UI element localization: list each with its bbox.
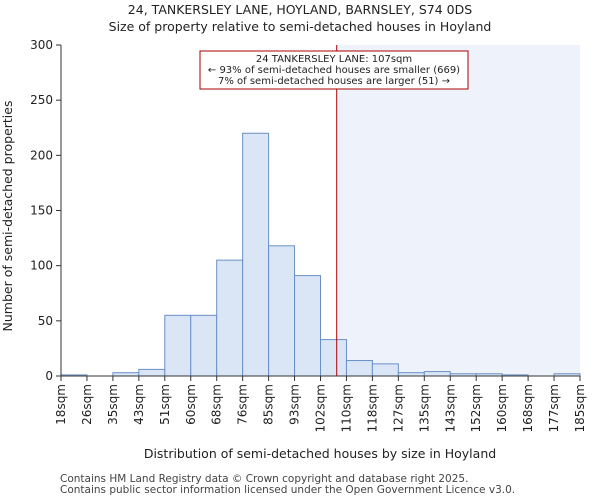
y-tick-label: 200 — [30, 148, 53, 162]
x-tick-label: 118sqm — [365, 384, 379, 432]
annotation-box: 24 TANKERSLEY LANE: 107sqm ← 93% of semi… — [199, 50, 469, 90]
y-tick-label: 100 — [30, 259, 53, 273]
y-tick-label: 300 — [30, 38, 53, 52]
x-tick-label: 43sqm — [132, 384, 146, 425]
footer-line-2: Contains public sector information licen… — [60, 484, 516, 496]
bar — [294, 275, 321, 377]
x-axis-label: Distribution of semi-detached houses by … — [144, 446, 496, 461]
x-axis-ticks: 18sqm 26sqm 35sqm 43sqm 51sqm 60sqm 68sqm 76sqm… — [54, 376, 587, 432]
x-tick-label: 152sqm — [469, 384, 483, 432]
annotation-line-2: ← 93% of semi-detached houses are smalle… — [208, 65, 460, 76]
annotation-line-3: 7% of semi-detached houses are larger (5… — [218, 76, 450, 87]
bar — [164, 314, 192, 377]
highlight-larger-region — [336, 45, 580, 376]
annotation-line-1: 24 TANKERSLEY LANE: 107sqm — [256, 54, 412, 65]
annotation-frame — [199, 50, 469, 90]
bar — [320, 339, 347, 377]
x-tick-label: 102sqm — [314, 384, 328, 432]
bars-group — [60, 132, 581, 377]
x-tick-label: 135sqm — [417, 384, 431, 432]
x-tick-label: 60sqm — [184, 384, 198, 425]
bar — [345, 360, 373, 377]
x-tick-label: 177sqm — [547, 384, 561, 432]
bar — [216, 259, 244, 377]
bar — [190, 314, 218, 377]
bar — [371, 363, 399, 377]
x-tick-label: 160sqm — [495, 384, 509, 432]
chart-title: 24, TANKERSLEY LANE, HOYLAND, BARNSLEY, … — [128, 2, 472, 17]
x-tick-label: 51sqm — [158, 384, 172, 425]
x-tick-label: 143sqm — [443, 384, 457, 432]
bar — [138, 368, 166, 377]
y-tick-label: 0 — [45, 369, 53, 383]
histogram-chart: 24, TANKERSLEY LANE, HOYLAND, BARNSLEY, … — [0, 2, 587, 461]
bar — [423, 371, 451, 377]
x-tick-label: 93sqm — [288, 384, 302, 425]
y-tick-label: 50 — [38, 314, 53, 328]
x-tick-label: 127sqm — [391, 384, 405, 432]
x-tick-label: 168sqm — [521, 384, 535, 432]
bar — [268, 245, 296, 377]
x-tick-label: 110sqm — [339, 384, 353, 432]
x-tick-label: 185sqm — [573, 384, 587, 432]
footer-line-1: Contains HM Land Registry data © Crown c… — [60, 473, 469, 485]
bar — [242, 132, 270, 377]
x-tick-label: 76sqm — [236, 384, 250, 425]
y-tick-label: 250 — [30, 93, 53, 107]
chart-subtitle: Size of property relative to semi-detach… — [109, 19, 492, 34]
y-tick-label: 150 — [30, 204, 53, 218]
x-tick-label: 18sqm — [54, 384, 68, 425]
x-tick-label: 68sqm — [210, 384, 224, 425]
y-axis-label: Number of semi-detached properties — [0, 101, 15, 332]
x-tick-label: 26sqm — [80, 384, 94, 425]
x-tick-label: 85sqm — [262, 384, 276, 425]
x-tick-label: 35sqm — [106, 384, 120, 425]
y-axis-ticks: 0 50 100 150 200 250 300 — [30, 38, 61, 383]
